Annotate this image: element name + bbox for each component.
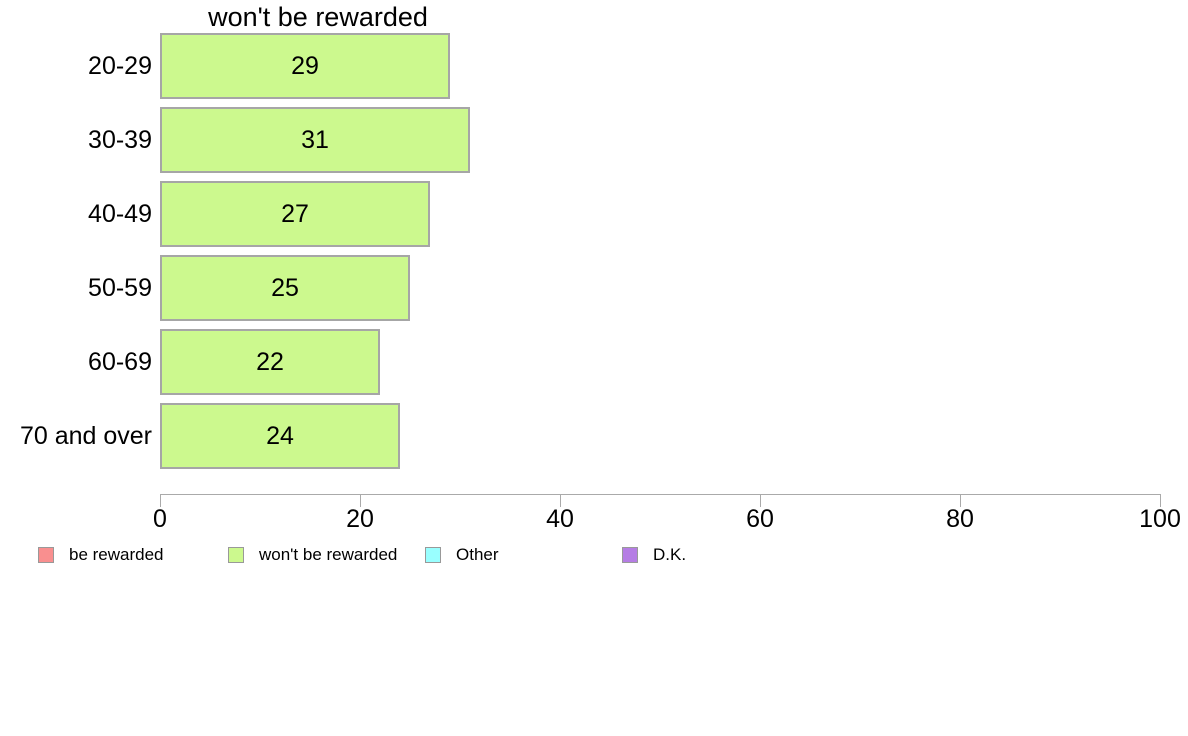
legend-swatch-icon [622,547,638,563]
category-label: 40-49 [88,199,152,228]
bar: 24 [160,403,400,469]
category-label: 50-59 [88,273,152,302]
legend-label: won't be rewarded [259,545,398,564]
bar-value-label: 27 [281,199,309,228]
legend-item: be rewarded [38,546,164,564]
x-axis-tick-label: 0 [153,505,167,533]
bar: 31 [160,107,470,173]
x-axis-tick [1160,494,1161,507]
bar-row: 40-49 27 [0,181,1188,247]
legend-swatch-icon [228,547,244,563]
x-axis-tick-label: 100 [1139,505,1181,533]
x-axis-tick-label: 40 [546,505,574,533]
category-label: 20-29 [88,51,152,80]
bar-value-label: 25 [271,273,299,302]
category-label: 70 and over [19,421,152,450]
x-axis-line [160,494,1161,495]
bar: 25 [160,255,410,321]
legend: be rewarded won't be rewarded Other D.K. [0,546,1188,572]
bar-row: 30-39 31 [0,107,1188,173]
x-axis-tick [560,494,561,507]
legend-label: Other [456,545,499,564]
legend-swatch-icon [38,547,54,563]
bar-row: 20-29 29 [0,33,1188,99]
legend-label: D.K. [653,545,687,564]
category-label: 30-39 [88,125,152,154]
legend-swatch-icon [425,547,441,563]
bar: 22 [160,329,380,395]
category-label: 60-69 [88,347,152,376]
legend-label: be rewarded [69,545,164,564]
bar: 29 [160,33,450,99]
bar-value-label: 31 [301,125,329,154]
bar-value-label: 29 [291,51,319,80]
bar-row: 70 and over 24 [0,403,1188,469]
bar: 27 [160,181,430,247]
bar-value-label: 22 [256,347,284,376]
legend-item: won't be rewarded [228,546,397,564]
x-axis-tick-label: 80 [946,505,974,533]
plot-area: 20-29 29 30-39 31 40-49 27 50-59 25 60-6… [0,33,1188,477]
x-axis-tick-label: 60 [746,505,774,533]
x-axis-tick [160,494,161,507]
legend-item: Other [425,546,499,564]
legend-item: D.K. [622,546,686,564]
chart-title: won't be rewarded [208,2,428,32]
bar-row: 60-69 22 [0,329,1188,395]
x-axis-tick [760,494,761,507]
bar-row: 50-59 25 [0,255,1188,321]
bar-value-label: 24 [266,421,294,450]
x-axis-tick [960,494,961,507]
x-axis-tick [360,494,361,507]
x-axis-tick-label: 20 [346,505,374,533]
